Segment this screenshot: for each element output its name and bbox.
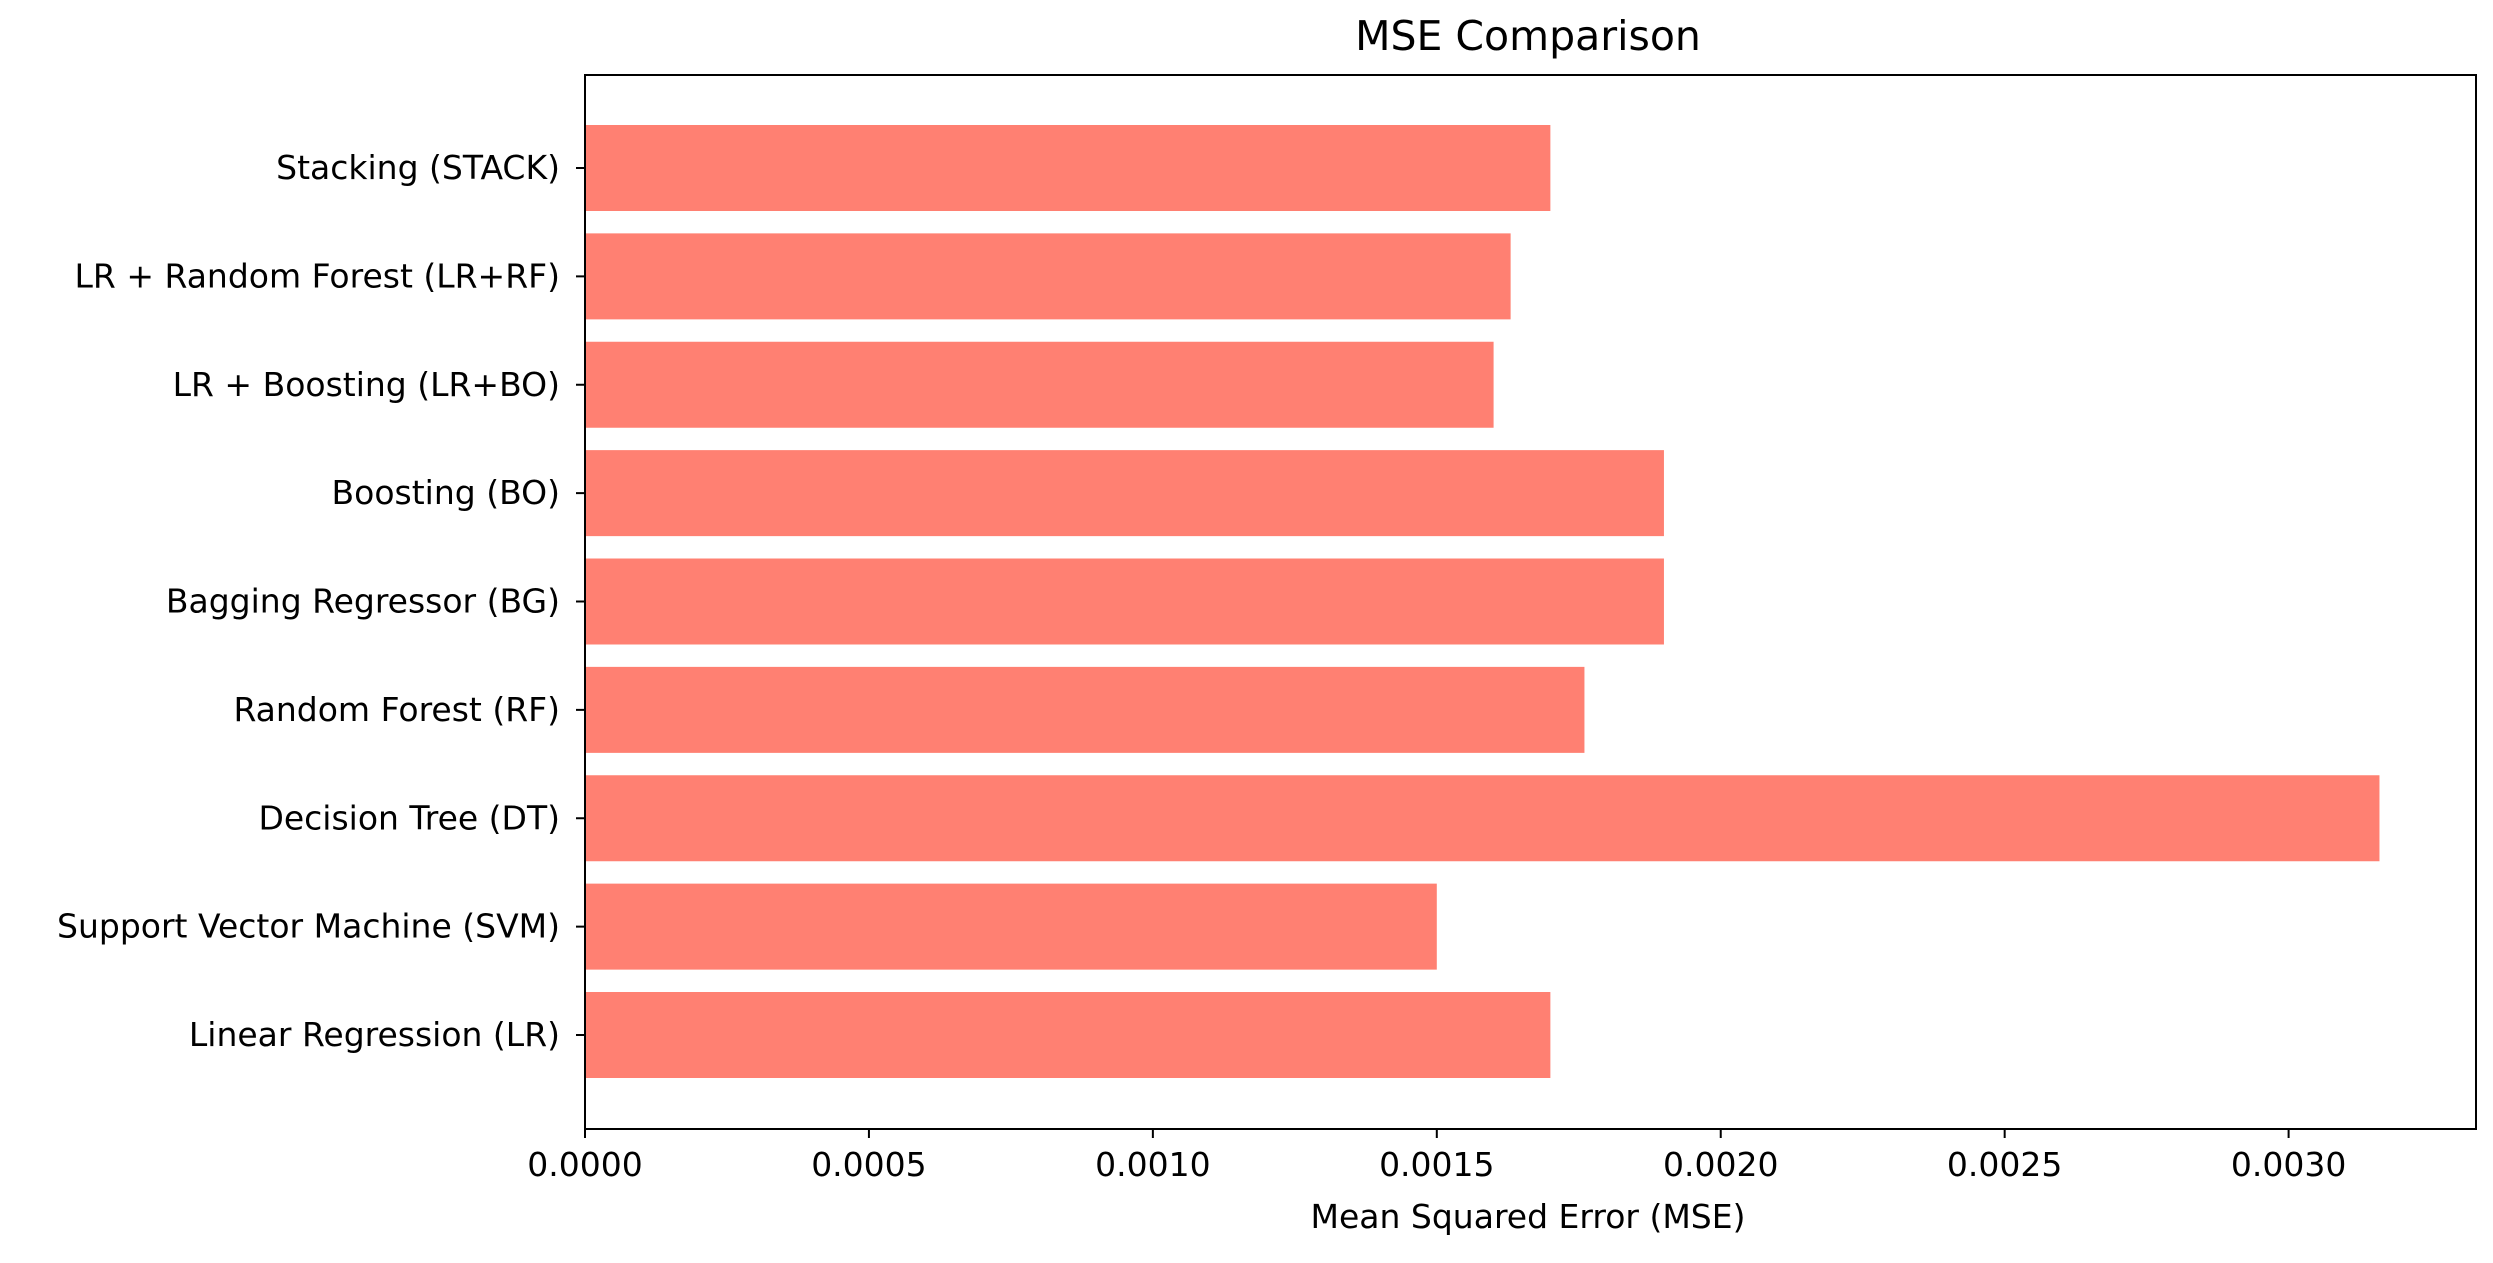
- bar: [585, 233, 1511, 320]
- chart-title: MSE Comparison: [1355, 12, 1701, 60]
- x-tick-label: 0.0025: [1947, 1145, 2062, 1184]
- x-tick-label: 0.0000: [527, 1145, 642, 1184]
- y-tick-label: Boosting (BO): [332, 473, 560, 512]
- y-tick-label: Stacking (STACK): [276, 148, 560, 187]
- x-tick-label: 0.0015: [1379, 1145, 1494, 1184]
- x-tick-label: 0.0005: [811, 1145, 926, 1184]
- bar: [585, 992, 1551, 1078]
- bar: [585, 883, 1437, 970]
- bar: [585, 775, 2380, 862]
- x-tick-label: 0.0020: [1663, 1145, 1778, 1184]
- x-tick-label: 0.0030: [2231, 1145, 2346, 1184]
- y-tick-label: Random Forest (RF): [233, 690, 560, 729]
- x-axis: 0.0000 0.0005 0.0010 0.0015 0.0020 0.0025 0.00…: [527, 1129, 2346, 1184]
- y-tick-label: Decision Tree (DT): [258, 798, 560, 837]
- bar: [585, 450, 1664, 537]
- y-tick-label: LR + Boosting (LR+BO): [173, 365, 560, 404]
- y-tick-label: Linear Regression (LR): [189, 1015, 560, 1054]
- y-tick-label: LR + Random Forest (LR+RF): [75, 256, 560, 295]
- x-axis-label: Mean Squared Error (MSE): [1311, 1197, 1746, 1236]
- bar: [585, 558, 1664, 645]
- bars-layer: [585, 125, 2380, 1078]
- bar: [585, 666, 1585, 753]
- bar: [585, 341, 1494, 428]
- x-tick-label: 0.0010: [1095, 1145, 1210, 1184]
- y-tick-label: Bagging Regressor (BG): [166, 582, 560, 621]
- bar: [585, 125, 1551, 211]
- y-axis: Linear Regression (LR) Support Vector Mac…: [57, 148, 585, 1054]
- y-tick-label: Support Vector Machine (SVM): [57, 907, 560, 946]
